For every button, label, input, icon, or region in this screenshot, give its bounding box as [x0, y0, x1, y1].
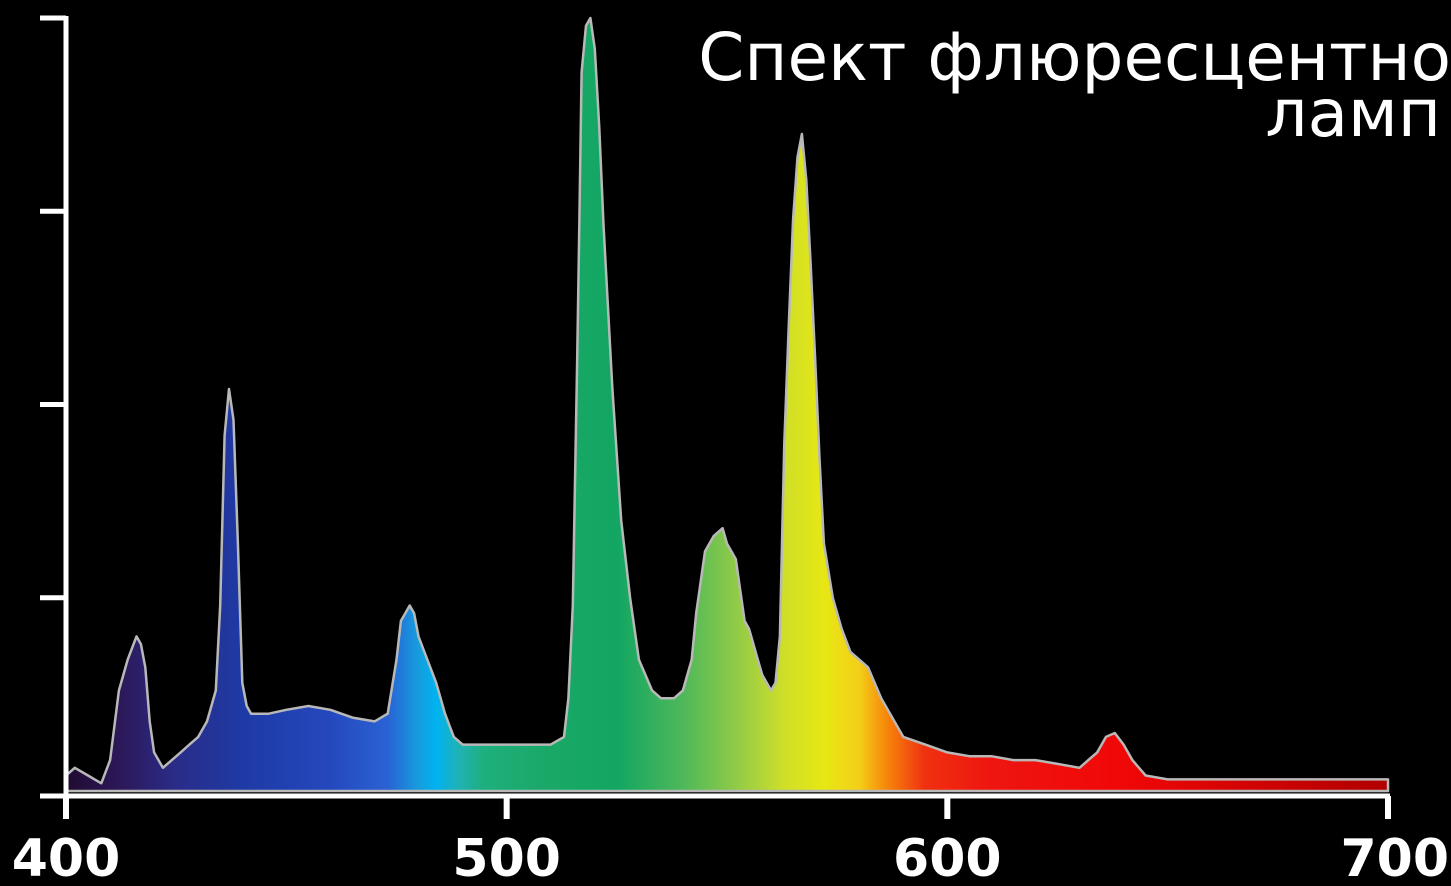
chart-title: Спект флюресцентно ламп: [698, 19, 1451, 152]
chart-title-line-1: Спект флюресцентно: [698, 19, 1451, 96]
spectrum-area: [64, 16, 1390, 793]
x-tick-label-500: 500: [452, 829, 561, 886]
x-tick-label-700: 700: [1340, 829, 1449, 886]
x-tick-label-400: 400: [12, 829, 121, 886]
x-tick-label-600: 600: [893, 829, 1002, 886]
chart-title-line-2: ламп: [1265, 75, 1441, 152]
